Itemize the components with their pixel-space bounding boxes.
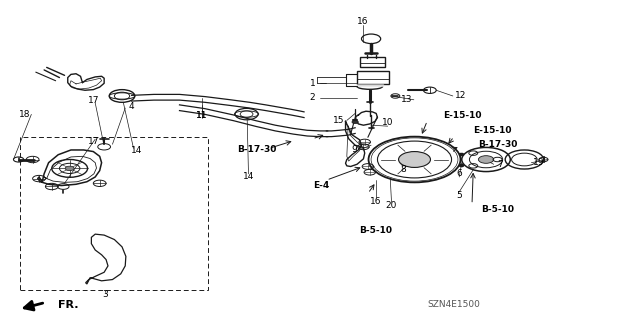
Circle shape <box>399 152 431 167</box>
Circle shape <box>65 166 74 171</box>
Text: 5: 5 <box>456 190 462 200</box>
Text: 14: 14 <box>131 146 143 155</box>
Text: 11: 11 <box>196 111 207 120</box>
Text: E-15-10: E-15-10 <box>473 126 512 135</box>
Text: 1: 1 <box>310 79 316 88</box>
Bar <box>357 71 389 84</box>
Text: 11: 11 <box>196 111 207 120</box>
Text: B-5-10: B-5-10 <box>360 226 392 234</box>
Text: 17: 17 <box>88 137 99 145</box>
Text: 3: 3 <box>102 290 108 299</box>
Text: FR.: FR. <box>58 300 79 310</box>
Text: 9: 9 <box>351 145 356 154</box>
Text: E-4: E-4 <box>314 181 330 190</box>
Text: 6: 6 <box>456 169 462 178</box>
Text: 7: 7 <box>497 160 503 169</box>
Text: B-17-30: B-17-30 <box>237 145 276 154</box>
Text: 17: 17 <box>88 96 99 105</box>
Circle shape <box>352 121 358 123</box>
Bar <box>360 57 385 67</box>
Text: 13: 13 <box>401 95 412 104</box>
Text: B-17-30: B-17-30 <box>478 140 518 149</box>
Text: 8: 8 <box>400 165 406 174</box>
Text: 4: 4 <box>129 102 134 111</box>
Circle shape <box>478 156 493 163</box>
Text: 18: 18 <box>19 110 31 119</box>
Text: 14: 14 <box>243 172 254 181</box>
Text: 15: 15 <box>333 116 345 125</box>
Text: 2: 2 <box>310 93 315 102</box>
Text: 10: 10 <box>382 118 394 128</box>
Bar <box>20 137 208 290</box>
Text: 20: 20 <box>386 201 397 210</box>
Text: E-15-10: E-15-10 <box>444 111 482 120</box>
Text: 16: 16 <box>357 17 369 26</box>
Text: SZN4E1500: SZN4E1500 <box>428 300 481 309</box>
Text: 16: 16 <box>371 197 382 206</box>
Text: 19: 19 <box>533 158 545 167</box>
Text: 12: 12 <box>455 92 466 100</box>
Text: B-5-10: B-5-10 <box>481 205 515 214</box>
